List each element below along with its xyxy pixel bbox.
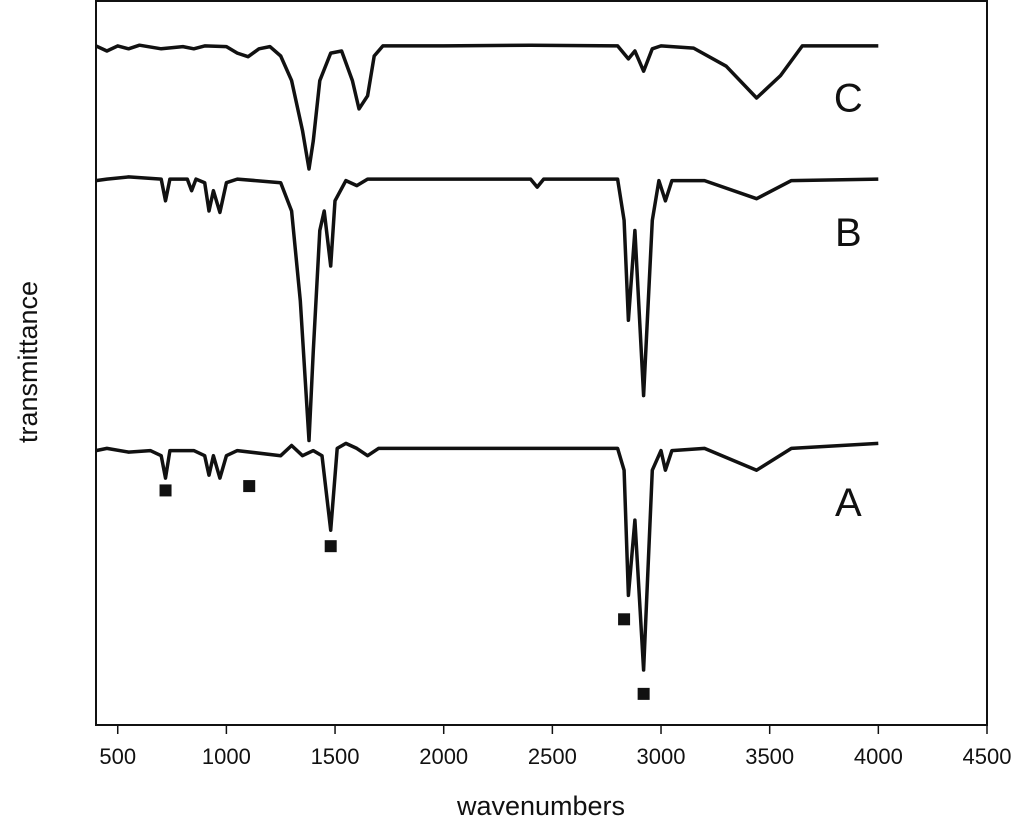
- x-tick-label: 3500: [745, 744, 794, 769]
- curve-label: C: [834, 76, 863, 120]
- x-tick-label: 4500: [963, 744, 1012, 769]
- curve-label: A: [835, 481, 862, 525]
- x-axis-title: wavenumbers: [456, 791, 625, 821]
- spectrum-line: [95, 175, 879, 443]
- x-tick-label: 3000: [637, 744, 686, 769]
- peak-marker: [159, 484, 172, 497]
- y-axis-title: transmittance: [13, 281, 43, 443]
- plot-frame: [95, 0, 988, 726]
- peak-marker: [637, 687, 650, 700]
- x-tick-label: 2500: [528, 744, 577, 769]
- x-tick-label: 1500: [311, 744, 360, 769]
- spectrum-line: [95, 43, 879, 171]
- spectrum-line: [95, 441, 879, 672]
- x-tick-label: 500: [99, 744, 136, 769]
- curve-label: B: [835, 211, 862, 255]
- peak-marker: [243, 480, 256, 493]
- peak-marker: [324, 540, 337, 553]
- x-tick-label: 1000: [202, 744, 251, 769]
- x-tick-label: 4000: [854, 744, 903, 769]
- x-tick-label: 2000: [419, 744, 468, 769]
- peak-marker: [618, 613, 631, 626]
